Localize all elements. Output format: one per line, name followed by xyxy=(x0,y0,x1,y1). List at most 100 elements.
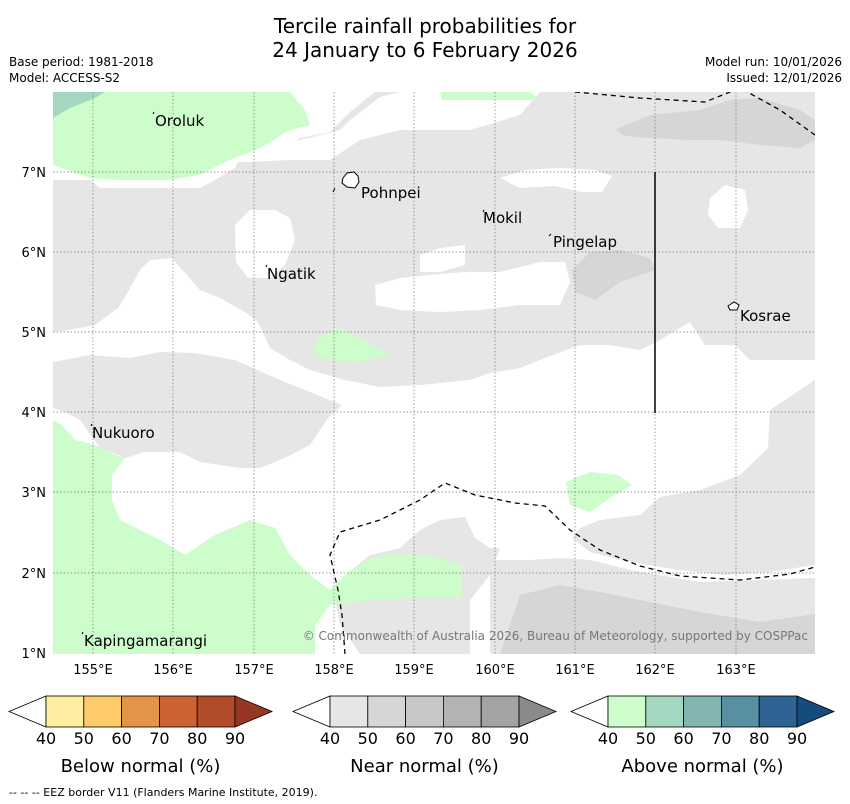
map-title: Tercile rainfall probabilities for 24 Ja… xyxy=(0,14,850,62)
below-legend-arrow-low xyxy=(7,695,47,728)
below-legend-cell xyxy=(83,695,123,728)
near-normal-region-50 xyxy=(500,585,815,654)
lat-tick-label: 2°N xyxy=(22,567,47,582)
lon-tick-label: 159°E xyxy=(394,663,434,678)
below-legend-cell xyxy=(158,695,198,728)
white-region xyxy=(500,168,612,192)
issued-date: Issued: 12/01/2026 xyxy=(726,71,842,85)
place-label: Mokil xyxy=(483,209,522,227)
eez-footnote: -- -- -- EEZ border V11 (Flanders Marine… xyxy=(9,786,318,799)
lat-tick-label: 1°N xyxy=(22,647,47,662)
below-legend-cell xyxy=(196,695,236,728)
near-legend-arrow-low xyxy=(291,695,331,728)
lon-tick-label: 157°E xyxy=(234,663,274,678)
above-legend-cell xyxy=(683,695,722,728)
island-kosrae xyxy=(727,301,740,311)
above-legend-tick: 40 xyxy=(598,729,618,748)
lat-tick-label: 6°N xyxy=(22,246,47,261)
near-normal-region-50 xyxy=(572,250,655,300)
latitude-labels: 7°N 6°N 5°N 4°N 3°N 2°N 1°N xyxy=(22,166,47,662)
near-legend-tick: 40 xyxy=(320,729,340,748)
lon-tick-label: 156°E xyxy=(153,663,193,678)
place-label: Nukuoro xyxy=(92,424,155,442)
white-region xyxy=(230,92,540,162)
near-legend-cell xyxy=(405,695,444,728)
above-legend-cell xyxy=(645,695,684,728)
meta-right: Model run: 10/01/2026 Issued: 12/01/2026 xyxy=(705,54,842,86)
below-legend-arrow-high xyxy=(234,695,274,728)
above-legend-tick: 70 xyxy=(711,729,731,748)
below-legend-tick: 80 xyxy=(187,729,207,748)
near-legend-title: Near normal (%) xyxy=(350,756,499,777)
base-period: Base period: 1981-2018 xyxy=(9,55,154,69)
near-legend-cell xyxy=(480,695,520,728)
above-legend-cell xyxy=(607,695,647,728)
model-run: Model run: 10/01/2026 xyxy=(704,55,842,69)
lat-tick-label: 4°N xyxy=(22,406,47,421)
graticule xyxy=(53,92,815,654)
above-normal-region xyxy=(53,92,310,180)
lat-tick-label: 5°N xyxy=(22,326,47,341)
near-normal-region xyxy=(53,352,342,468)
near-legend-tick: 70 xyxy=(433,729,453,748)
longitude-labels: 155°E 156°E 157°E 158°E 159°E 160°E 161°… xyxy=(73,663,756,678)
title-line-2: 24 January to 6 February 2026 xyxy=(272,38,578,62)
near-legend-tick: 60 xyxy=(395,729,415,748)
place-label: Ngatik xyxy=(267,265,316,283)
lat-tick-label: 3°N xyxy=(22,486,47,501)
above-legend-tick: 50 xyxy=(636,729,656,748)
near-legend-tick: 50 xyxy=(358,729,378,748)
island-marker xyxy=(332,187,336,193)
below-legend-cell xyxy=(45,695,85,728)
place-label: Kapingamarangi xyxy=(84,632,207,650)
below-legend-tick: 60 xyxy=(111,729,131,748)
below-legend-tick: 90 xyxy=(225,729,245,748)
island-markers xyxy=(81,111,552,635)
near-normal-region xyxy=(53,92,815,387)
above-legend-title: Above normal (%) xyxy=(621,756,783,777)
place-labels: Oroluk Pohnpei Mokil Pingelap Ngatik Kos… xyxy=(84,112,791,650)
copyright-notice: © Commonwealth of Australia 2026, Bureau… xyxy=(303,629,808,643)
legend-near-normal: 40 50 60 70 80 90 Near normal (%) xyxy=(291,695,558,777)
lon-tick-label: 158°E xyxy=(314,663,354,678)
above-legend-arrow-high xyxy=(796,695,836,728)
above-legend-tick: 80 xyxy=(749,729,769,748)
white-region xyxy=(235,210,295,278)
eez-border xyxy=(329,92,815,654)
near-legend-tick: 90 xyxy=(509,729,529,748)
place-label: Pohnpei xyxy=(361,184,421,202)
lon-tick-label: 160°E xyxy=(475,663,515,678)
near-normal-region-50 xyxy=(615,98,815,148)
map-area: Oroluk Pohnpei Mokil Pingelap Ngatik Kos… xyxy=(53,92,815,654)
near-legend-cell xyxy=(442,695,482,728)
island-pohnpei xyxy=(341,171,360,189)
below-legend-tick: 40 xyxy=(36,729,56,748)
white-region xyxy=(708,185,748,228)
lon-tick-label: 162°E xyxy=(635,663,675,678)
lon-tick-label: 161°E xyxy=(555,663,595,678)
lon-tick-label: 155°E xyxy=(73,663,113,678)
lon-tick-label: 163°E xyxy=(716,663,756,678)
below-legend-title: Below normal (%) xyxy=(61,756,221,777)
above-legend-arrow-low xyxy=(569,695,609,728)
below-legend-tick: 70 xyxy=(149,729,169,748)
below-legend-cell xyxy=(121,695,160,728)
above-legend-cell xyxy=(758,695,798,728)
above-normal-region xyxy=(53,420,462,654)
place-label: Oroluk xyxy=(155,112,204,130)
above-legend-cell xyxy=(721,695,760,728)
above-normal-region xyxy=(316,328,390,362)
lat-tick-label: 7°N xyxy=(22,166,47,181)
meta-left: Base period: 1981-2018 Model: ACCESS-S2 xyxy=(9,54,154,86)
place-label: Pingelap xyxy=(553,233,617,251)
near-legend-cell xyxy=(367,695,406,728)
above-normal-region-50 xyxy=(53,92,105,118)
place-label: Kosrae xyxy=(740,307,791,325)
model-name: Model: ACCESS-S2 xyxy=(9,71,121,85)
near-legend-cell xyxy=(329,695,369,728)
title-line-1: Tercile rainfall probabilities for xyxy=(273,14,577,38)
above-legend-tick: 90 xyxy=(787,729,807,748)
